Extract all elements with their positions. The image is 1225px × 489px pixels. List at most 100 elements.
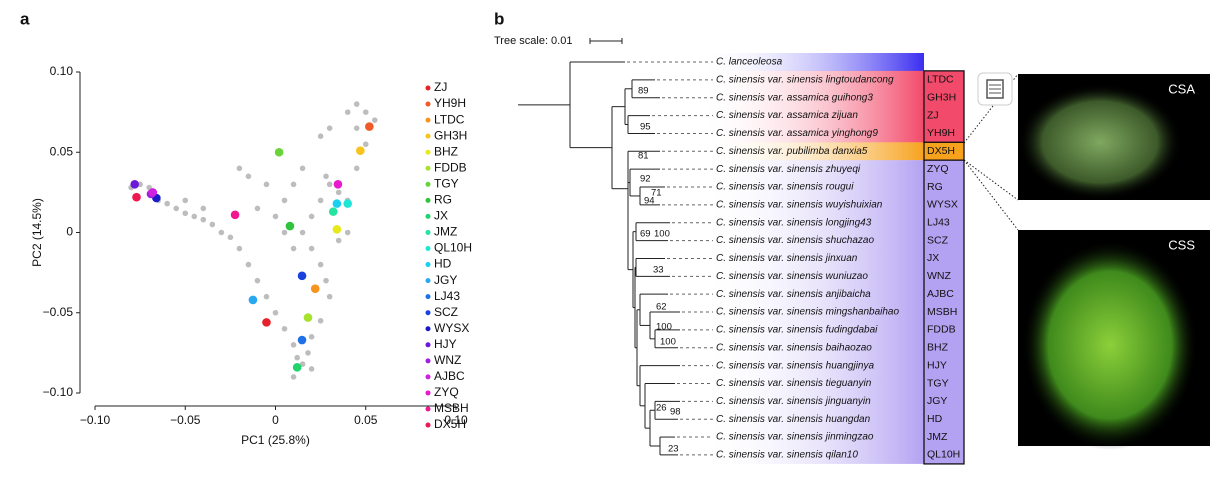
point: [299, 165, 306, 172]
legend-marker: [425, 358, 431, 364]
leaf-code: AJBC: [927, 288, 954, 300]
point: [297, 271, 307, 281]
legend-marker: [425, 149, 431, 155]
legend-marker: [425, 390, 431, 396]
legend-label: QL10H: [434, 241, 472, 255]
legend-marker: [425, 101, 431, 107]
leaf-label: C. sinensis var. sinensis mingshanbaihao: [716, 307, 899, 318]
bootstrap-label: 62: [656, 302, 667, 313]
connector: [963, 159, 1019, 201]
legend-label: LJ43: [434, 289, 460, 303]
point: [263, 181, 270, 188]
leaf-label: C. sinensis var. sinensis longjing43: [716, 217, 872, 228]
point: [362, 141, 369, 148]
icon-button[interactable]: [977, 72, 1013, 106]
point: [317, 261, 324, 268]
point: [362, 109, 369, 115]
panel-label: a: [20, 9, 30, 28]
point: [305, 350, 311, 356]
leaf-code: ZYQ: [927, 163, 949, 175]
point: [218, 229, 225, 236]
group-band: [700, 142, 924, 161]
leaf-label: C. sinensis var. sinensis zhuyeqi: [716, 164, 861, 175]
legend-marker: [425, 310, 431, 316]
point: [130, 180, 140, 189]
legend-marker: [425, 117, 431, 123]
bootstrap-label: 100: [660, 337, 676, 348]
legend-marker: [425, 181, 431, 187]
point: [292, 363, 302, 372]
legend-marker: [425, 197, 431, 203]
legend-marker: [425, 326, 431, 332]
point: [344, 229, 351, 236]
leaf-label: C. sinensis var. pubilimba danxia5: [716, 146, 868, 157]
leaf-code: ZJ: [927, 109, 939, 121]
y-tick-label: 0.10: [50, 64, 74, 78]
legend-marker: [425, 422, 431, 428]
point: [297, 335, 307, 345]
point: [281, 326, 288, 332]
point: [332, 199, 342, 208]
leaf-label: C. sinensis var. sinensis baihaozao: [716, 342, 872, 353]
legend-label: WNZ: [434, 353, 461, 367]
legend-marker: [425, 374, 431, 380]
point: [317, 197, 324, 204]
point: [294, 354, 300, 361]
code-box: [923, 70, 965, 144]
point: [299, 229, 306, 236]
point: [328, 207, 338, 216]
bootstrap-label: 26: [656, 403, 667, 414]
leaf-label: C. sinensis var. sinensis fudingdabai: [716, 325, 878, 336]
legend-label: MSBH: [434, 401, 469, 415]
bootstrap-label: 94: [644, 196, 655, 207]
leaf-code: YH9H: [927, 127, 955, 139]
photo-label: CSS: [1168, 237, 1195, 252]
point: [335, 237, 342, 244]
group-band: [700, 160, 924, 464]
leaf-code: FDDB: [927, 324, 956, 336]
legend-label: AJBC: [434, 369, 465, 383]
plant: [1022, 240, 1198, 450]
leaf-label: C. sinensis var. sinensis huangjinya: [716, 360, 874, 371]
legend-marker: [425, 262, 431, 268]
leaf-code: WYSX: [927, 199, 958, 211]
legend-label: ZJ: [434, 80, 447, 94]
leaf-label: C. sinensis var. sinensis huangdan: [716, 414, 871, 425]
leaf-code: HJY: [927, 359, 947, 371]
point: [335, 189, 342, 196]
bootstrap-label: 89: [638, 86, 649, 97]
point: [209, 221, 216, 228]
legend-label: GH3H: [434, 128, 467, 142]
leaf-code: RG: [927, 181, 943, 193]
point: [308, 366, 315, 372]
point: [236, 245, 243, 252]
y-tick-label: −0.05: [43, 305, 74, 319]
group-band: [700, 53, 924, 71]
background-layer: [700, 53, 924, 464]
tree-scale: Tree scale: 0.01: [494, 35, 572, 47]
point: [274, 147, 284, 157]
leaf-code: JMZ: [927, 431, 948, 443]
point: [173, 205, 180, 212]
leaf-label: C. lanceoleosa: [716, 57, 783, 68]
legend-marker: [425, 406, 431, 412]
point: [323, 173, 329, 180]
bootstrap-label: 69: [640, 229, 651, 240]
point: [308, 245, 315, 252]
point: [164, 200, 170, 207]
point: [343, 199, 353, 208]
leaf-code: JGY: [927, 395, 947, 407]
leaf-code: WNZ: [927, 270, 951, 282]
point: [299, 361, 306, 367]
legend-label: WYSX: [434, 321, 469, 335]
point: [281, 229, 288, 236]
point: [290, 245, 297, 252]
point: [332, 224, 342, 234]
group-band: [700, 70, 924, 143]
y-tick-label: −0.10: [43, 385, 74, 399]
legend-label: LTDC: [434, 112, 465, 126]
point: [323, 277, 329, 284]
leaf-code: SCZ: [927, 234, 949, 246]
point: [200, 205, 207, 212]
point: [371, 117, 378, 123]
